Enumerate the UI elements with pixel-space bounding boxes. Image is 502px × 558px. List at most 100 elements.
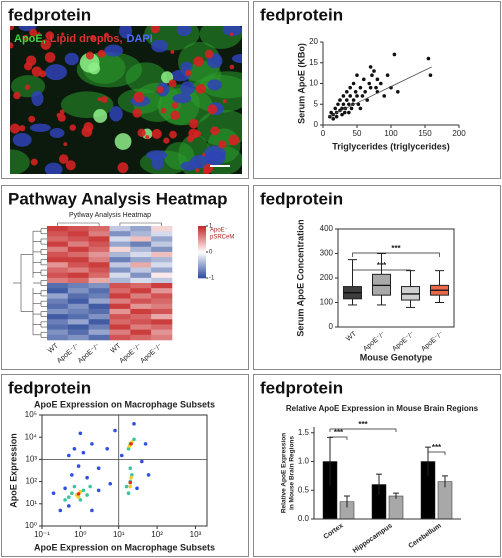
heat-cell	[47, 272, 69, 279]
point	[345, 90, 349, 94]
point	[365, 98, 369, 102]
cell-point	[78, 498, 83, 502]
y-tick-label: 15	[309, 58, 318, 67]
heat-cell	[151, 314, 173, 320]
cell-point	[140, 459, 144, 464]
cell-point	[143, 442, 148, 446]
cell-point	[119, 453, 124, 458]
heat-cell	[47, 308, 69, 315]
cell-point	[90, 442, 94, 446]
plot-frame	[41, 414, 208, 527]
heat-cell	[151, 257, 173, 263]
x-tick-label: ApoE⁻/⁻	[391, 330, 416, 353]
colorbar-step	[198, 258, 206, 261]
y-tick-label: 20	[309, 37, 318, 46]
heat-cell	[88, 272, 110, 279]
colorbar-step	[198, 228, 206, 231]
colorbar-step	[198, 268, 206, 271]
panel-heading: Pathway Analysis Heatmap	[8, 189, 228, 208]
point	[341, 102, 346, 107]
point	[342, 110, 347, 115]
lipid-droplet	[59, 109, 65, 115]
lipid-droplet	[97, 49, 106, 58]
lipid-droplet	[207, 104, 218, 115]
x-tick-label: Hippocampus	[352, 522, 394, 554]
lipid-droplet	[193, 56, 204, 67]
heat-cell	[88, 267, 110, 273]
lipid-droplet	[30, 158, 38, 166]
heat-cell	[130, 241, 152, 248]
nucleus	[49, 128, 65, 138]
lipid-droplet	[45, 31, 55, 41]
column-label: ApoE⁻/⁻	[77, 342, 102, 365]
heat-cell	[47, 257, 69, 263]
colorbar-step	[198, 270, 206, 273]
nucleus	[104, 44, 123, 57]
heat-cell	[130, 251, 152, 258]
heat-cell	[151, 329, 173, 336]
heat-cell	[88, 226, 110, 232]
heat-cell	[88, 257, 110, 263]
y-tick-label: 300	[320, 249, 334, 258]
heat-cell	[130, 231, 152, 237]
lipid-droplet	[229, 32, 234, 37]
y-tick-label: 10³	[25, 455, 37, 464]
significance-bracket	[427, 451, 446, 455]
heat-cell	[109, 241, 131, 248]
heat-cell	[88, 251, 110, 258]
lipid-droplet	[104, 32, 110, 38]
heat-cell	[109, 334, 131, 341]
bright-droplet	[93, 109, 108, 123]
point	[334, 114, 339, 119]
lipid-droplet	[22, 34, 29, 41]
heat-cell	[67, 324, 89, 330]
point	[348, 85, 352, 90]
lipid-droplet	[97, 97, 102, 102]
cell-point	[81, 488, 86, 493]
heat-cell	[130, 324, 152, 330]
cell-point	[76, 464, 81, 468]
lipid-droplet	[44, 52, 56, 63]
heat-cell	[88, 277, 110, 284]
cell-point	[128, 466, 133, 471]
heat-cell	[67, 231, 89, 237]
heat-cell	[130, 298, 152, 305]
cell-point	[146, 473, 151, 477]
heat-cell	[88, 314, 110, 320]
panel-heading: fedprotein	[260, 5, 343, 24]
lipid-droplet	[202, 153, 206, 157]
x-tick-label: 50	[353, 129, 362, 138]
y-tick-label: 0	[314, 120, 319, 129]
panel: fedprotein ApoE Expression on Macrophage …	[1, 374, 249, 557]
x-tick-label: ApoE⁻/⁻	[420, 330, 445, 353]
bright-droplet	[114, 133, 132, 150]
nucleus	[203, 145, 226, 162]
nucleus	[180, 81, 195, 96]
legend-label: Lipid droplos,	[50, 33, 123, 45]
micrograph-layer	[10, 26, 242, 174]
y-tick-label: 200	[320, 273, 334, 282]
cell-point	[76, 492, 81, 496]
cell-point	[96, 466, 101, 471]
point	[372, 69, 376, 73]
heat-cell	[67, 298, 89, 305]
x-tick-label: 150	[418, 129, 432, 138]
x-tick-label: 10³	[190, 530, 202, 539]
colorbar-step	[198, 274, 206, 277]
lipid-droplet	[81, 126, 93, 138]
heat-cell	[47, 303, 69, 310]
y-tick-label: 1.5	[298, 428, 310, 437]
heat-cell	[47, 293, 69, 299]
heat-cell	[67, 288, 89, 294]
y-tick-label: 10⁴	[25, 432, 38, 441]
legend-label: DAPI	[127, 33, 153, 45]
cell-point	[124, 484, 129, 489]
heat-cell	[109, 308, 131, 315]
point	[428, 73, 433, 77]
x-tick-label: Cortex	[323, 522, 345, 541]
colorbar-step	[198, 226, 206, 229]
colorbar-step	[198, 266, 206, 269]
x-axis-label: ApoE Expression on Macrophage Subsets	[34, 542, 215, 552]
